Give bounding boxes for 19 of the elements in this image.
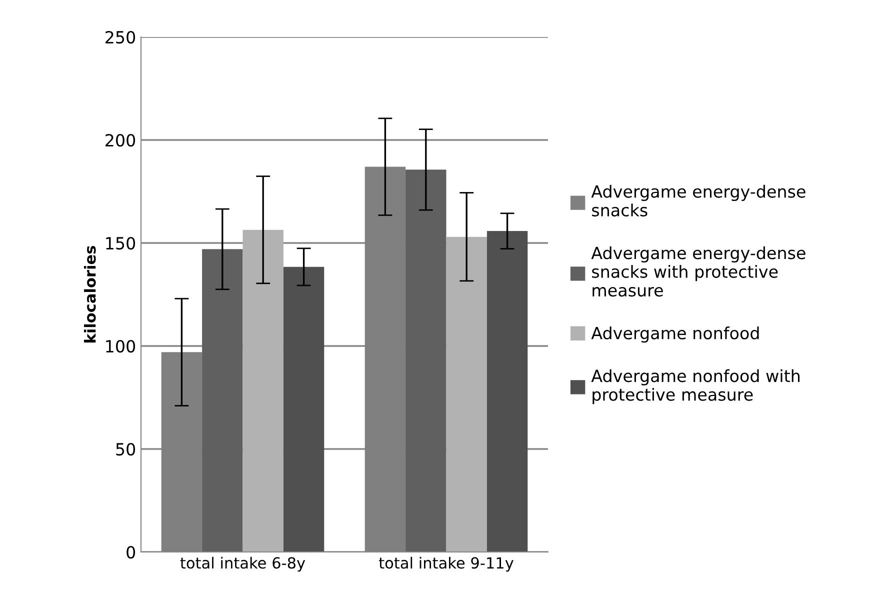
bar xyxy=(406,170,446,552)
y-axis-title: kilocalories xyxy=(84,246,96,342)
y-tick-label: 250 xyxy=(106,30,136,44)
x-tick-label: total intake 9-11y xyxy=(378,556,514,572)
y-tick-label: 100 xyxy=(106,340,136,353)
bar xyxy=(202,249,243,552)
bar xyxy=(242,230,284,552)
y-tick-label: 150 xyxy=(106,236,136,250)
legend-label: Advergame nonfood xyxy=(591,326,759,343)
y-tick-label: 0 xyxy=(126,546,136,559)
x-tick-label: total intake 6-8y xyxy=(180,556,306,572)
bar xyxy=(446,236,487,552)
bar xyxy=(486,231,528,552)
y-tick-label: 50 xyxy=(116,442,136,456)
legend-label: Advergame energy-dense snacks with protective measure xyxy=(591,246,806,297)
bar xyxy=(283,266,324,552)
legend-label: Advergame energy-dense snacks xyxy=(591,184,806,216)
y-tick-label: 200 xyxy=(106,134,136,147)
legend-label: Advergame nonfood with protective measure xyxy=(591,369,800,404)
